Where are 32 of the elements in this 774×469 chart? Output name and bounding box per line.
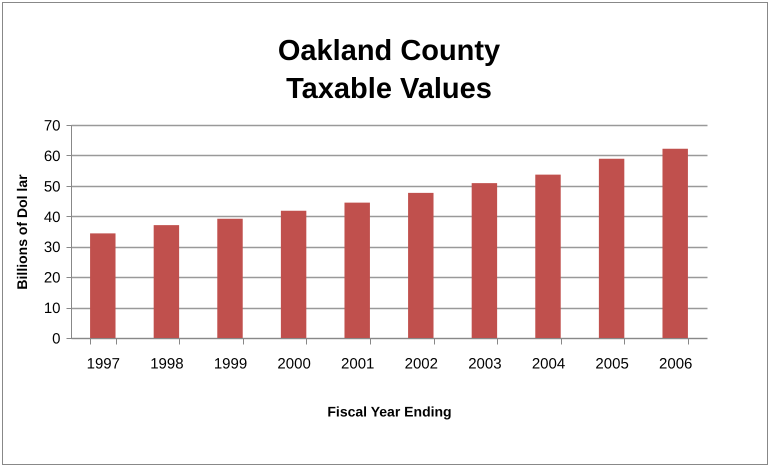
bar: [217, 218, 243, 338]
y-axis-title: Billions of Dol lar: [14, 174, 30, 290]
x-tick-label: 2002: [404, 356, 438, 372]
bar: [598, 158, 624, 338]
x-tick-label: 1997: [86, 356, 120, 372]
y-tick-label: 60: [44, 148, 60, 165]
x-tick-label: 2003: [468, 356, 502, 372]
bar: [280, 210, 306, 338]
x-tick-label: 1998: [150, 356, 184, 372]
x-tick-label: 2006: [659, 356, 692, 372]
y-tick-label: 0: [52, 330, 60, 348]
bar: [344, 202, 370, 338]
bar: [90, 233, 116, 338]
text: Oakland County: [278, 35, 500, 67]
text: Taxable Values: [286, 73, 492, 105]
x-tick-label: 1999: [214, 356, 248, 372]
bar: [472, 183, 498, 338]
y-tick-label: 40: [44, 208, 60, 226]
bar: [154, 225, 180, 338]
bar: [535, 174, 561, 338]
y-tick-label: 30: [44, 239, 60, 256]
y-tick-label: 10: [44, 300, 60, 318]
bar: [662, 148, 688, 338]
y-tick-label: 20: [44, 270, 60, 287]
x-tick-label: 2000: [277, 356, 311, 372]
x-axis-title: Fiscal Year Ending: [327, 404, 452, 420]
bar: [408, 192, 434, 338]
x-tick-label: 2005: [595, 356, 629, 372]
x-tick-label: 2004: [532, 356, 566, 372]
y-tick-label: 50: [44, 178, 60, 196]
y-tick-label: 70: [44, 118, 60, 134]
x-tick-label: 2001: [341, 356, 374, 372]
